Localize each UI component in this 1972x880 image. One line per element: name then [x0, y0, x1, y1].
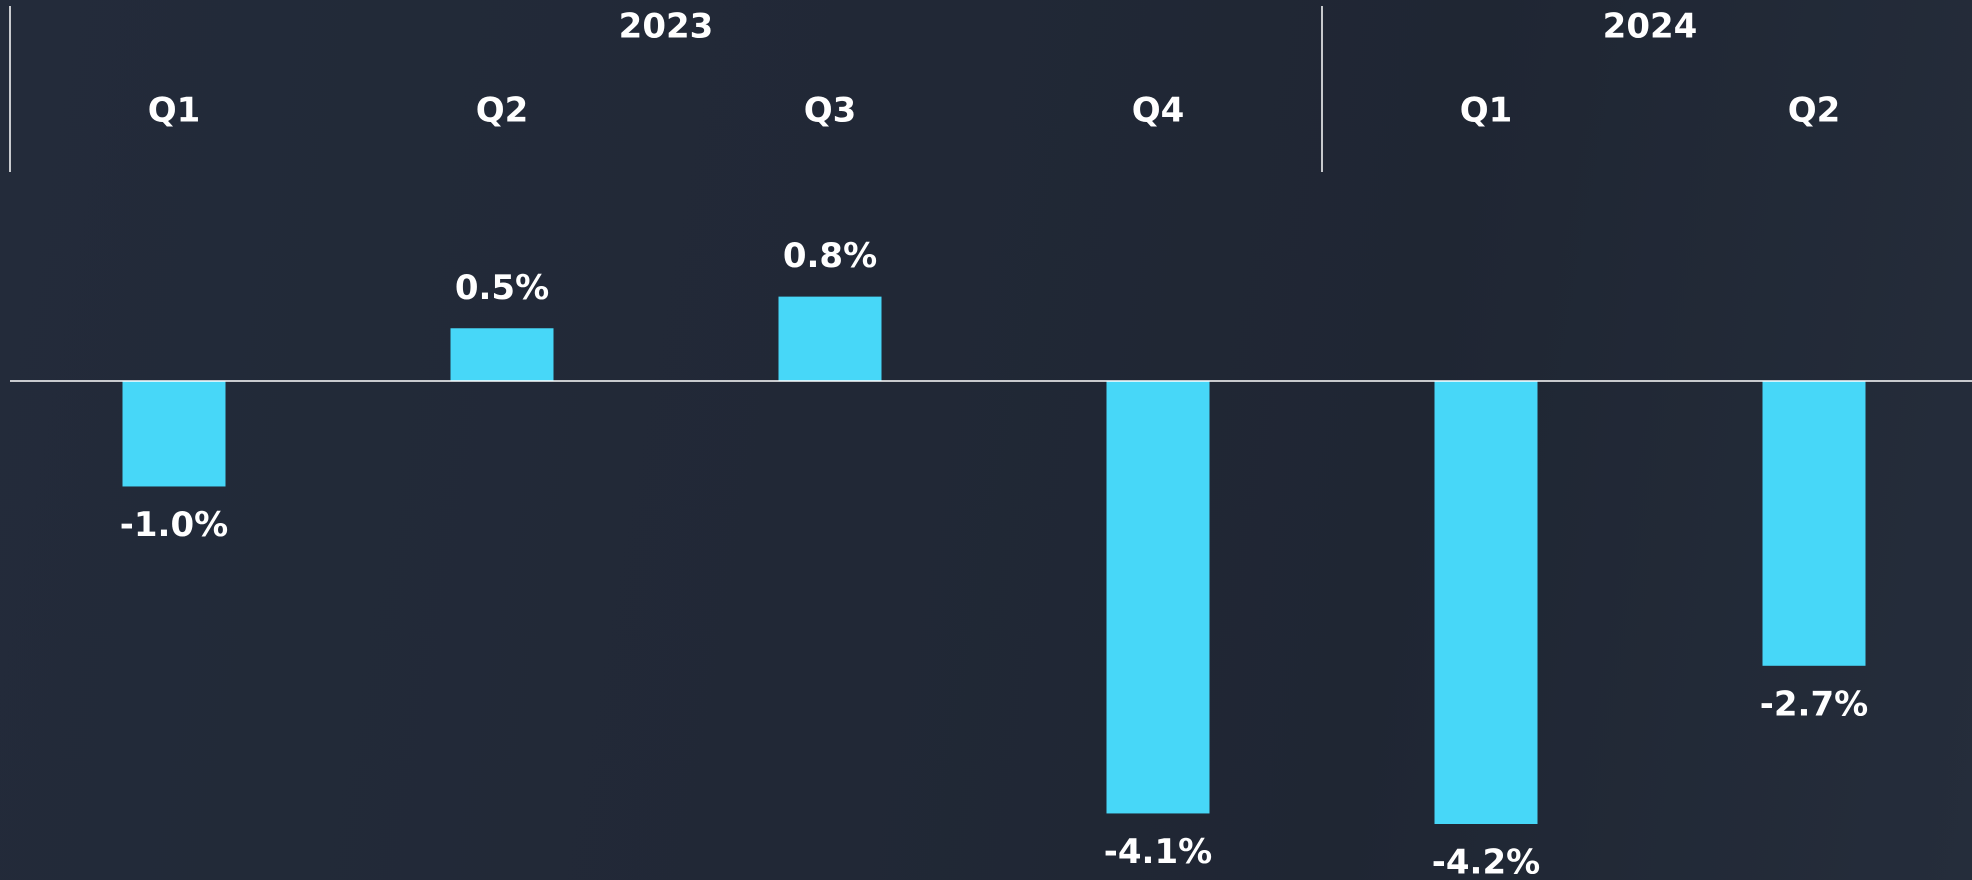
value-label: -1.0% [120, 505, 228, 545]
bar [1106, 381, 1210, 814]
quarter-label: Q2 [1788, 91, 1841, 131]
bar [778, 296, 882, 381]
quarter-label: Q3 [804, 91, 857, 131]
value-label: -4.1% [1104, 832, 1212, 872]
value-label: -4.2% [1432, 843, 1540, 880]
value-label: 0.5% [455, 268, 549, 308]
quarter-label: Q2 [476, 91, 529, 131]
year-label: 2024 [1603, 7, 1698, 47]
year-label: 2023 [619, 7, 714, 47]
value-label: 0.8% [783, 236, 877, 276]
bar [1434, 381, 1538, 824]
quarter-label: Q1 [148, 91, 201, 131]
quarter-label: Q4 [1132, 91, 1185, 131]
value-label: -2.7% [1760, 684, 1868, 724]
bar [1762, 381, 1866, 666]
quarter-label: Q1 [1460, 91, 1513, 131]
bar [450, 328, 554, 381]
bar [122, 381, 226, 487]
